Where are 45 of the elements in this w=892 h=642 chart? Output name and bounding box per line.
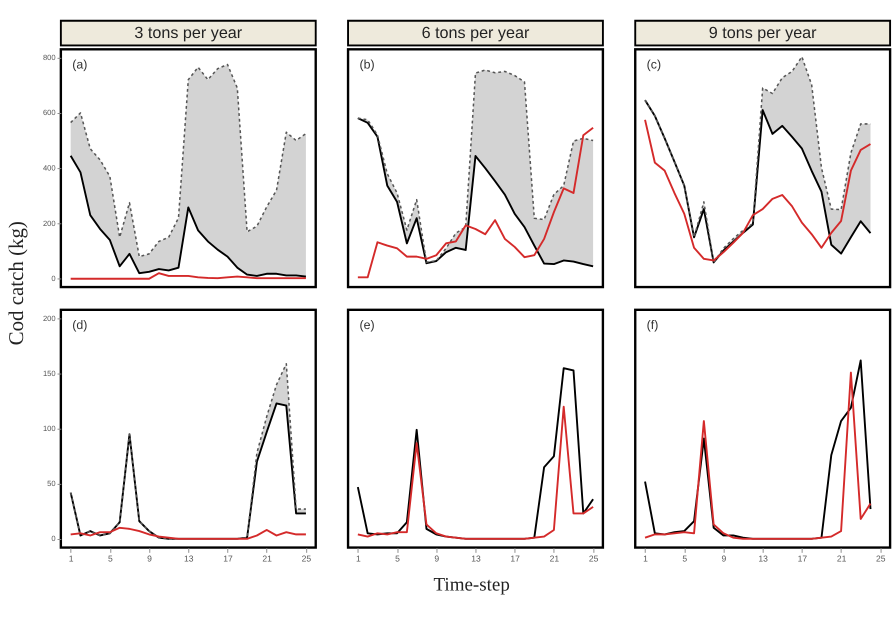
y-tick-label: 800 <box>42 52 56 62</box>
y-tick-label: 200 <box>42 314 56 324</box>
x-tick-label: 21 <box>262 553 272 564</box>
line-series <box>70 154 307 278</box>
x-tick-label: 17 <box>510 553 520 564</box>
chart-title: 6 tons per year <box>422 24 530 42</box>
annotation: (f) <box>646 318 658 332</box>
x-tick-label: 13 <box>184 553 194 564</box>
y-tick-label: 600 <box>42 108 56 118</box>
x-tick-label: 5 <box>395 553 400 564</box>
x-tick-label: 17 <box>798 553 808 564</box>
chart-title: 9 tons per year <box>708 24 818 42</box>
x-tick-label: 13 <box>471 553 481 564</box>
annotation: (b) <box>359 57 375 72</box>
x-tick-label: 13 <box>758 553 768 564</box>
x-tick-label: 1 <box>68 553 74 564</box>
x-tick-label: 25 <box>588 553 599 564</box>
y-tick-label: 200 <box>42 218 56 228</box>
x-axis-title: Time-step <box>433 574 510 596</box>
y-axis-title: Cod catch (kg) <box>4 221 28 346</box>
y-tick-label: 400 <box>42 164 56 173</box>
y-tick-label: 0 <box>51 534 56 544</box>
x-tick-label: 1 <box>643 553 648 564</box>
x-tick-label: 21 <box>836 553 847 564</box>
x-tick-label: 1 <box>356 553 361 564</box>
chart-title: 3 tons per year <box>134 24 243 42</box>
x-tick-label: 25 <box>302 553 312 564</box>
annotation: (e) <box>359 318 375 332</box>
x-tick-label: 5 <box>108 553 113 564</box>
x-tick-label: 9 <box>147 553 152 564</box>
x-tick-label: 9 <box>434 553 440 564</box>
x-tick-label: 17 <box>223 553 233 564</box>
x-tick-label: 21 <box>550 553 560 564</box>
y-tick-label: 100 <box>42 424 56 434</box>
x-tick-label: 5 <box>682 553 688 564</box>
line-series <box>70 526 307 540</box>
y-tick-label: 150 <box>42 369 56 378</box>
y-tick-label: 50 <box>47 479 56 488</box>
y-tick-label: 0 <box>51 274 56 284</box>
annotation: (d) <box>72 318 88 332</box>
x-tick-label: 25 <box>876 553 886 564</box>
line-series <box>70 402 307 540</box>
x-tick-label: 9 <box>722 553 727 564</box>
annotation: (c) <box>646 57 662 72</box>
annotation: (a) <box>72 57 88 72</box>
